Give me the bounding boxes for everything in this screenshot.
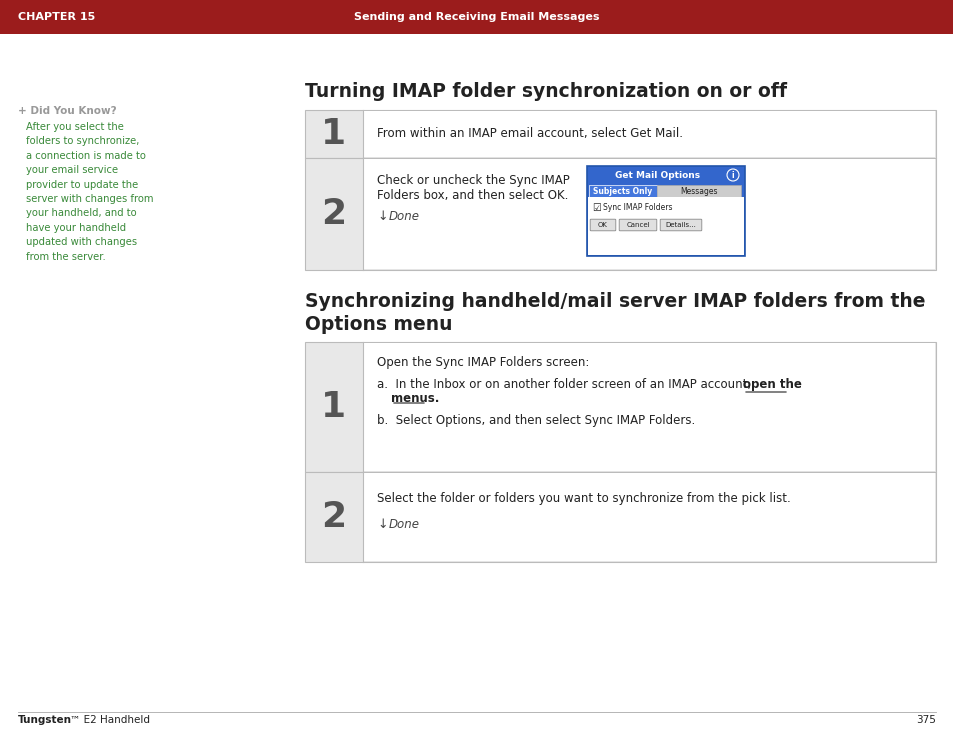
Text: Synchronizing handheld/mail server IMAP folders from the
Options menu: Synchronizing handheld/mail server IMAP … (305, 292, 924, 334)
Text: ™ E2 Handheld: ™ E2 Handheld (70, 715, 150, 725)
Text: Messages: Messages (679, 187, 717, 196)
Bar (305, 472, 935, 562)
Bar (363, 159, 934, 269)
FancyBboxPatch shape (659, 219, 701, 231)
Bar (363, 343, 934, 471)
Bar (305, 110, 935, 158)
Text: 2: 2 (321, 500, 346, 534)
Text: Get Mail Options: Get Mail Options (615, 170, 700, 179)
Circle shape (726, 169, 739, 181)
FancyBboxPatch shape (618, 219, 656, 231)
Text: Sync IMAP Folders: Sync IMAP Folders (602, 204, 672, 213)
Text: Select the folder or folders you want to synchronize from the pick list.: Select the folder or folders you want to… (376, 492, 790, 505)
Text: open the: open the (742, 378, 801, 391)
Text: Sending and Receiving Email Messages: Sending and Receiving Email Messages (354, 12, 599, 22)
Text: ↓: ↓ (376, 517, 387, 531)
Text: 2: 2 (321, 197, 346, 231)
Text: Check or uncheck the Sync IMAP: Check or uncheck the Sync IMAP (376, 174, 569, 187)
Text: Open the Sync IMAP Folders screen:: Open the Sync IMAP Folders screen: (376, 356, 589, 369)
Text: Folders box, and then select OK.: Folders box, and then select OK. (376, 189, 568, 202)
Text: a.  In the Inbox or on another folder screen of an IMAP account,: a. In the Inbox or on another folder scr… (376, 378, 754, 391)
Text: Done: Done (389, 517, 419, 531)
Text: From within an IMAP email account, select Get Mail.: From within an IMAP email account, selec… (376, 128, 682, 140)
Text: Tungsten: Tungsten (18, 715, 71, 725)
Text: menus.: menus. (391, 392, 439, 405)
Text: Done: Done (389, 210, 419, 222)
Text: OK: OK (598, 222, 607, 228)
Text: After you select the
folders to synchronize,
a connection is made to
your email : After you select the folders to synchron… (26, 122, 153, 261)
Text: i: i (731, 170, 734, 179)
Bar (588, 185, 657, 198)
Bar (586, 166, 744, 256)
Text: Subjects Only: Subjects Only (593, 187, 652, 196)
Text: ☑: ☑ (592, 203, 600, 213)
Text: CHAPTER 15: CHAPTER 15 (18, 12, 95, 22)
Bar (363, 111, 934, 157)
Text: Details...: Details... (665, 222, 696, 228)
Text: Turning IMAP folder synchronization on or off: Turning IMAP folder synchronization on o… (305, 82, 786, 101)
Text: 1: 1 (321, 390, 346, 424)
Text: 375: 375 (915, 715, 935, 725)
Bar (0, 0, 953, 34)
Bar (587, 197, 743, 255)
Text: 1: 1 (321, 117, 346, 151)
Bar (363, 473, 934, 561)
Bar (657, 185, 740, 198)
FancyBboxPatch shape (590, 219, 615, 231)
Bar (305, 158, 935, 270)
Text: ↓: ↓ (376, 210, 387, 222)
Bar (305, 342, 935, 472)
Text: Cancel: Cancel (625, 222, 649, 228)
Text: + Did You Know?: + Did You Know? (18, 106, 116, 116)
Text: b.  Select Options, and then select Sync IMAP Folders.: b. Select Options, and then select Sync … (376, 414, 695, 427)
